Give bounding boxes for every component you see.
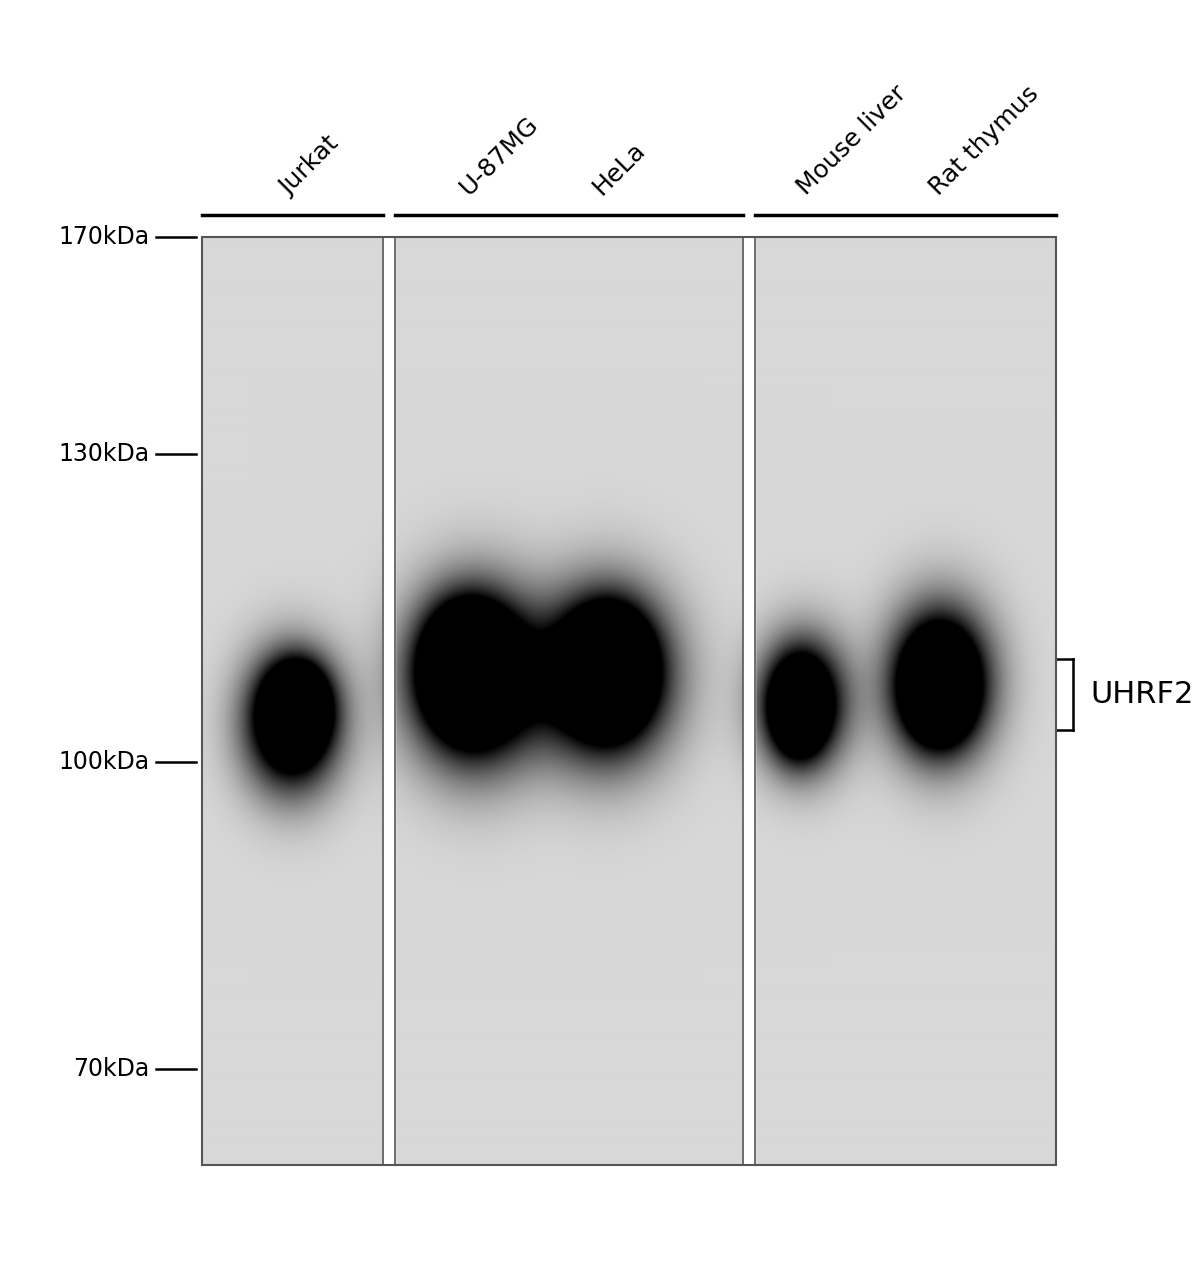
Text: 130kDa: 130kDa bbox=[58, 443, 149, 466]
Text: 100kDa: 100kDa bbox=[58, 750, 149, 773]
Text: Rat thymus: Rat thymus bbox=[925, 81, 1043, 200]
Text: U-87MG: U-87MG bbox=[456, 111, 544, 200]
Bar bbox=[202, 237, 1056, 1165]
Text: Jurkat: Jurkat bbox=[275, 132, 344, 200]
Text: 70kDa: 70kDa bbox=[73, 1057, 149, 1080]
Bar bbox=[202, 237, 1056, 1165]
Text: UHRF2: UHRF2 bbox=[1090, 680, 1193, 709]
Text: 170kDa: 170kDa bbox=[58, 225, 149, 248]
Text: Mouse liver: Mouse liver bbox=[793, 81, 911, 200]
Text: HeLa: HeLa bbox=[588, 138, 650, 200]
